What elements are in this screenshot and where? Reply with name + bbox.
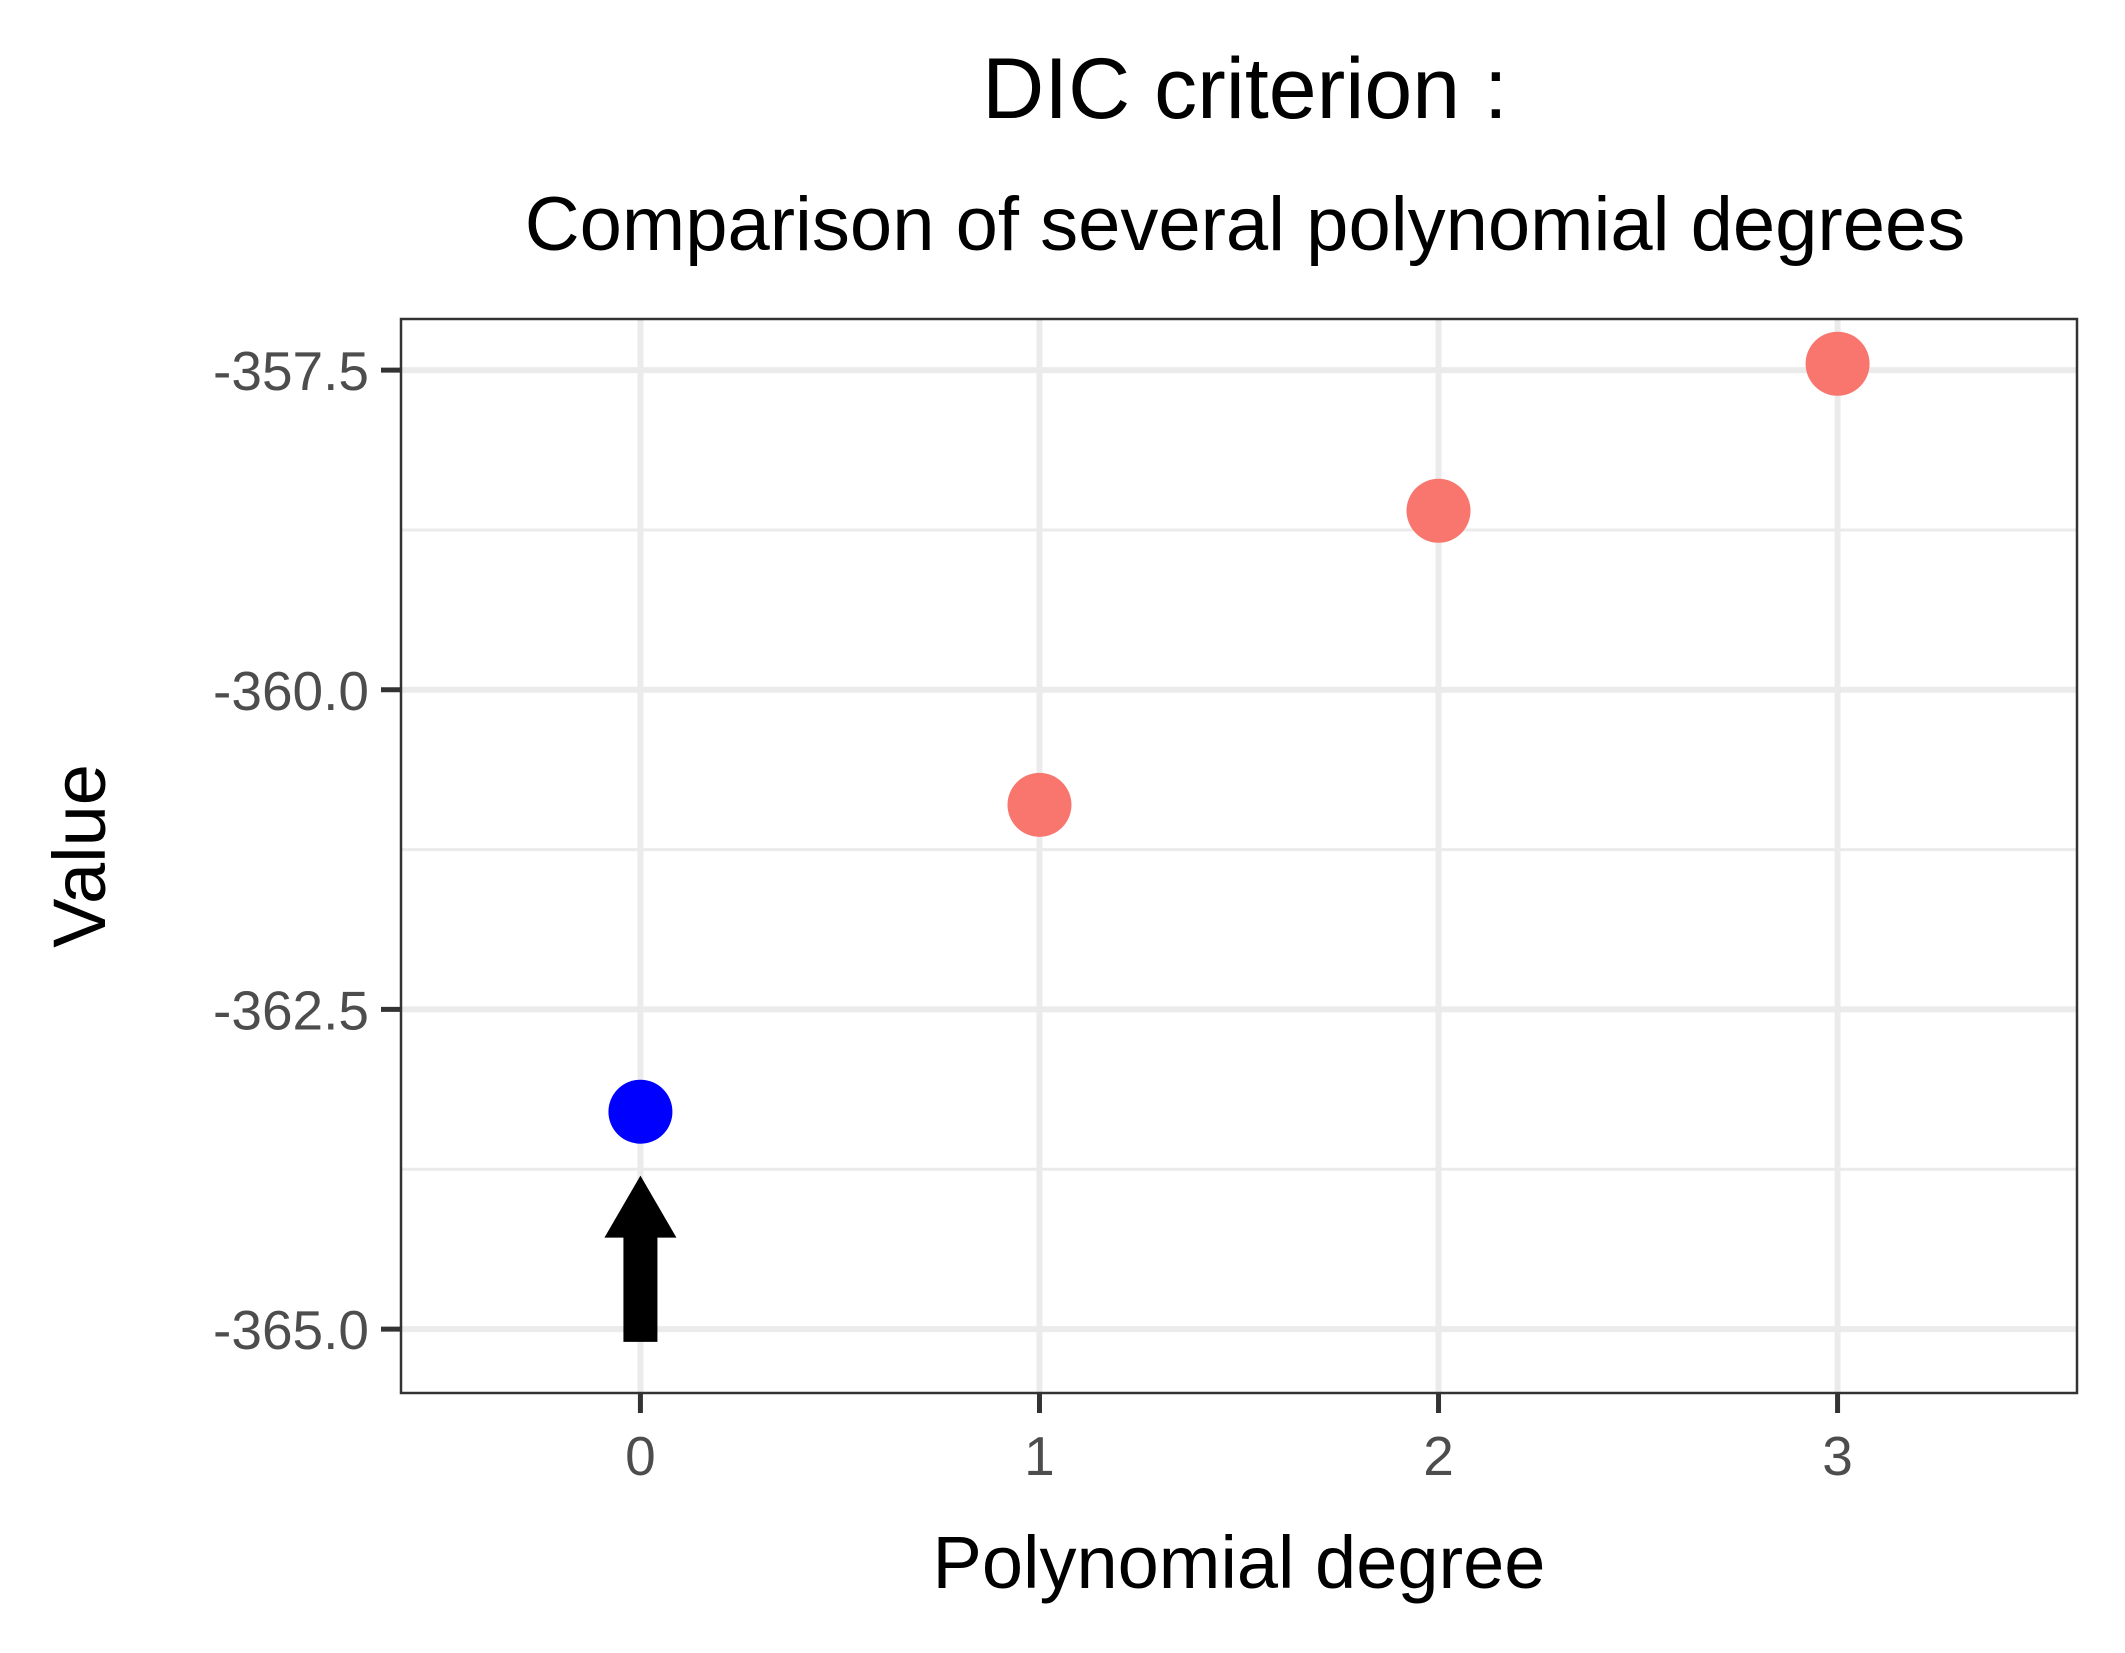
data-point [1007, 772, 1072, 837]
arrow-head [604, 1175, 677, 1238]
axis-ticks: -365.0 -362.5 -360.0 -357.5 0 1 2 3 [213, 340, 1853, 1487]
y-tick-label: -365.0 [213, 1299, 369, 1361]
x-tick-label: 3 [1822, 1425, 1853, 1487]
y-tick-label: -362.5 [213, 979, 369, 1041]
x-tick-label: 0 [625, 1425, 656, 1487]
y-axis-title: Value [38, 764, 121, 948]
data-point [1805, 331, 1870, 396]
data-point [608, 1079, 673, 1144]
x-tick-label: 1 [1024, 1425, 1055, 1487]
plot-panel-border [399, 317, 2079, 1395]
data-points [608, 331, 1870, 1144]
data-point [1406, 478, 1471, 543]
plot-panel-background [401, 319, 2077, 1393]
grid-lines [401, 319, 2077, 1393]
chart-subtitle: Comparison of several polynomial degrees [525, 182, 1966, 267]
chart-title: DIC criterion : [982, 41, 1508, 137]
y-tick-label: -360.0 [213, 660, 369, 722]
x-tick-label: 2 [1423, 1425, 1454, 1487]
x-axis-title: Polynomial degree [933, 1521, 1546, 1604]
y-tick-label: -357.5 [213, 340, 369, 402]
annotation-layer [604, 1175, 677, 1342]
